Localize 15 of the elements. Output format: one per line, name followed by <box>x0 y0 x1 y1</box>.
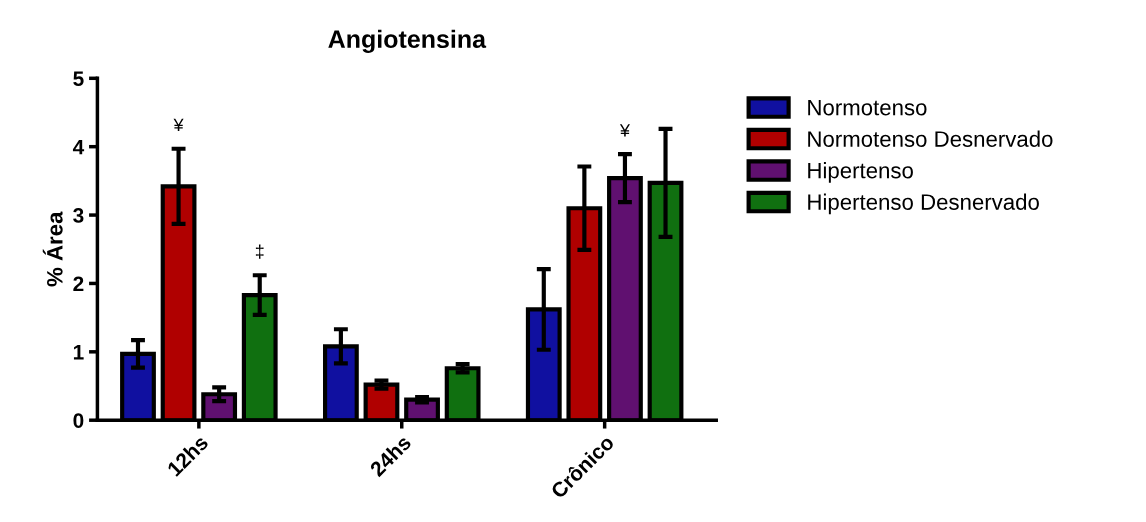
y-tick-label: 4 <box>72 139 85 155</box>
legend-label: Hipertenso Desnervado <box>808 193 1039 215</box>
chart-title: Angiotensina <box>328 29 487 54</box>
y-tick-label: 2 <box>73 276 84 291</box>
data-label: ¥ <box>173 118 184 132</box>
y-tick-label: 0 <box>73 413 84 428</box>
y-tick-label: 1 <box>73 345 84 360</box>
legend-label: Hipertenso <box>808 162 913 183</box>
legend-label: Normotenso Desnervado <box>808 130 1053 147</box>
data-label: ¥ <box>619 124 630 137</box>
y-axis-title: % Área <box>42 211 63 287</box>
legend-label: Normotenso <box>808 99 927 116</box>
data-label: ‡ <box>255 244 264 259</box>
y-tick-label: 5 <box>73 71 84 87</box>
y-tick-label: 3 <box>73 208 84 223</box>
